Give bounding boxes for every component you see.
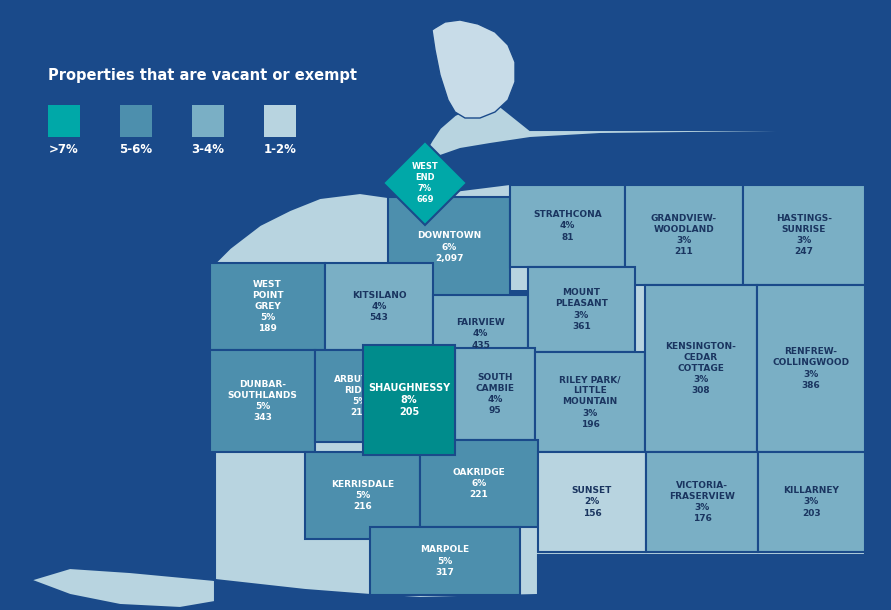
Text: OAKRIDGE
6%
221: OAKRIDGE 6% 221 <box>453 468 505 499</box>
Text: RILEY PARK/
LITTLE
MOUNTAIN
3%
196: RILEY PARK/ LITTLE MOUNTAIN 3% 196 <box>560 375 621 429</box>
Text: 3-4%: 3-4% <box>192 143 225 156</box>
Bar <box>535 352 645 452</box>
Bar <box>305 452 420 539</box>
Bar <box>388 197 510 297</box>
Text: KENSINGTON-
CEDAR
COTTAGE
3%
308: KENSINGTON- CEDAR COTTAGE 3% 308 <box>666 342 737 395</box>
Text: ARBUTUS-
RIDGE
5%
217: ARBUTUS- RIDGE 5% 217 <box>334 375 386 417</box>
Text: 1-2%: 1-2% <box>264 143 297 156</box>
Polygon shape <box>30 105 865 608</box>
Text: GRANDVIEW-
WOODLAND
3%
211: GRANDVIEW- WOODLAND 3% 211 <box>651 214 717 256</box>
Polygon shape <box>388 275 528 302</box>
Text: KILLARNEY
3%
203: KILLARNEY 3% 203 <box>783 486 839 518</box>
Text: SHAUGHNESSY
8%
205: SHAUGHNESSY 8% 205 <box>368 382 450 417</box>
Text: SOUTH
CAMBIE
4%
95: SOUTH CAMBIE 4% 95 <box>476 373 514 415</box>
Polygon shape <box>342 130 865 197</box>
Text: STRATHCONA
4%
81: STRATHCONA 4% 81 <box>533 210 602 242</box>
Bar <box>315 350 405 442</box>
Bar <box>528 267 635 352</box>
Bar <box>743 185 865 285</box>
Text: DUNBAR-
SOUTHLANDS
5%
343: DUNBAR- SOUTHLANDS 5% 343 <box>227 380 298 422</box>
Bar <box>264 105 296 137</box>
Bar <box>757 285 865 452</box>
Text: 5-6%: 5-6% <box>119 143 152 156</box>
Bar <box>363 345 455 455</box>
Polygon shape <box>383 141 467 225</box>
Text: RENFREW-
COLLINGWOOD
3%
386: RENFREW- COLLINGWOOD 3% 386 <box>772 347 849 390</box>
Text: >7%: >7% <box>49 143 79 156</box>
Text: DOWNTOWN
6%
2,097: DOWNTOWN 6% 2,097 <box>417 231 481 262</box>
Text: HASTINGS-
SUNRISE
3%
247: HASTINGS- SUNRISE 3% 247 <box>776 214 832 256</box>
Bar <box>538 452 646 552</box>
Bar <box>758 452 865 552</box>
Text: MOUNT
PLEASANT
3%
361: MOUNT PLEASANT 3% 361 <box>555 289 608 331</box>
Bar <box>48 105 80 137</box>
Bar <box>210 350 315 452</box>
Text: SUNSET
2%
156: SUNSET 2% 156 <box>572 486 612 518</box>
Text: WEST
END
7%
669: WEST END 7% 669 <box>412 162 438 204</box>
Text: MARPOLE
5%
317: MARPOLE 5% 317 <box>421 545 470 576</box>
Bar <box>210 263 325 350</box>
Text: KERRISDALE
5%
216: KERRISDALE 5% 216 <box>331 480 394 511</box>
Bar <box>645 285 757 452</box>
Bar <box>192 105 224 137</box>
Text: KITSILANO
4%
543: KITSILANO 4% 543 <box>352 291 406 322</box>
Bar <box>433 295 528 373</box>
Bar <box>455 348 535 440</box>
Bar <box>370 527 520 595</box>
Bar <box>625 185 743 285</box>
Bar <box>120 105 152 137</box>
Bar <box>510 185 625 267</box>
Text: VICTORIA-
FRASERVIEW
3%
176: VICTORIA- FRASERVIEW 3% 176 <box>669 481 735 523</box>
Bar <box>325 263 433 350</box>
Text: WEST
POINT
GREY
5%
189: WEST POINT GREY 5% 189 <box>251 280 283 333</box>
Polygon shape <box>432 20 515 118</box>
Bar <box>646 452 758 552</box>
Text: FAIRVIEW
4%
435: FAIRVIEW 4% 435 <box>456 318 505 350</box>
Text: Properties that are vacant or exempt: Properties that are vacant or exempt <box>48 68 357 83</box>
Bar <box>420 440 538 527</box>
